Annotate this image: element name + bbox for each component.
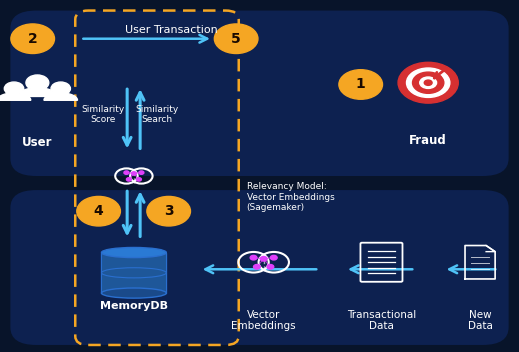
Circle shape [214,24,258,54]
FancyBboxPatch shape [10,190,509,345]
Circle shape [395,60,461,105]
Circle shape [253,265,260,269]
Circle shape [406,68,450,98]
Circle shape [136,178,141,181]
Circle shape [131,172,136,175]
Circle shape [339,70,383,99]
Text: New
Data: New Data [468,309,493,331]
Text: Fraud: Fraud [409,134,447,147]
Circle shape [424,80,432,86]
Circle shape [11,24,54,54]
Circle shape [398,62,458,103]
Text: Transactional
Data: Transactional Data [347,309,416,331]
Ellipse shape [102,268,167,278]
Text: 4: 4 [94,204,103,218]
Text: MemoryDB: MemoryDB [100,301,168,311]
Text: Similarity
Search: Similarity Search [135,105,179,124]
Text: 2: 2 [28,32,37,46]
Text: 1: 1 [356,77,365,92]
Circle shape [4,82,24,95]
Circle shape [77,196,120,226]
FancyBboxPatch shape [10,11,509,176]
Circle shape [420,77,436,88]
Circle shape [413,72,444,93]
Polygon shape [44,93,77,100]
Circle shape [139,171,144,174]
Bar [102,252,166,293]
Circle shape [147,196,190,226]
Circle shape [267,265,274,269]
Circle shape [127,178,131,181]
Circle shape [270,255,277,260]
Circle shape [261,257,267,261]
Circle shape [250,255,257,260]
Circle shape [51,82,71,95]
Ellipse shape [102,247,167,258]
Text: 5: 5 [231,32,241,46]
Text: Vector
Embeddings: Vector Embeddings [231,309,296,331]
Circle shape [26,75,49,90]
Text: 3: 3 [164,204,173,218]
Text: User Transaction: User Transaction [125,25,217,35]
Text: Similarity
Score: Similarity Score [81,105,125,124]
Text: User: User [22,136,52,149]
Text: Relevancy Model:
Vector Embeddings
(Sagemaker): Relevancy Model: Vector Embeddings (Sage… [247,182,334,212]
Polygon shape [18,88,57,96]
Circle shape [124,171,129,174]
Polygon shape [0,93,31,100]
Ellipse shape [102,288,167,298]
